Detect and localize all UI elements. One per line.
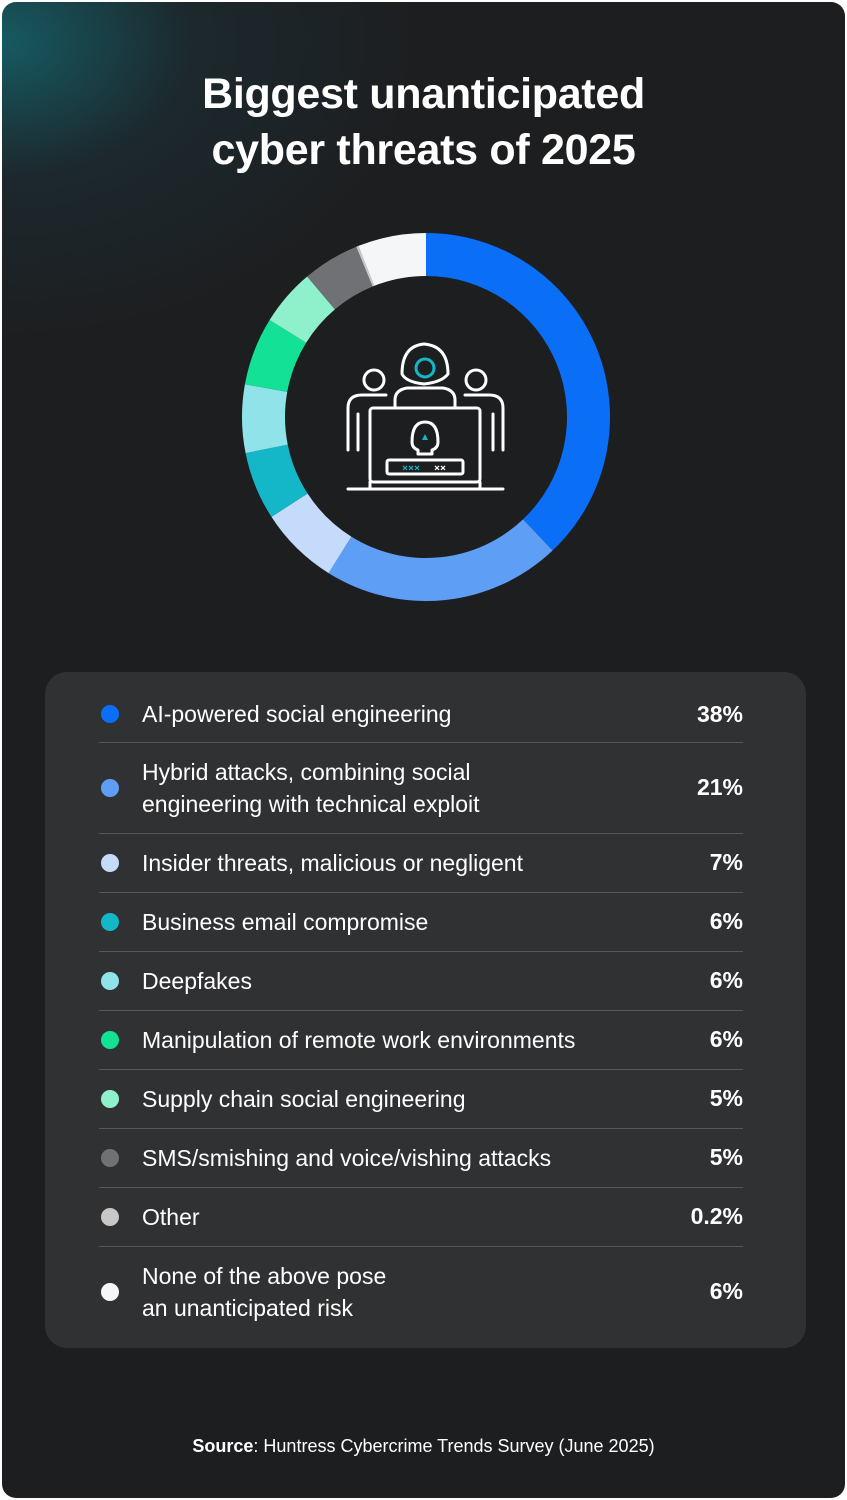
legend-value: 6% (709, 967, 743, 993)
legend-dot (101, 778, 119, 797)
skull-eye-icon (422, 434, 428, 440)
legend-label: Insider threats, malicious or negligent (142, 849, 523, 876)
legend-label: Supply chain social engineering (142, 1085, 466, 1112)
legend-row: Supply chain social engineering 5% (99, 1069, 743, 1129)
legend-row: Deepfakes 6% (99, 951, 743, 1011)
legend-row: AI-powered social engineering 38% (99, 686, 743, 743)
donut-slice (426, 233, 611, 551)
legend-dot (101, 1282, 119, 1301)
legend-value: 0.2% (690, 1203, 743, 1229)
legend-label: None of the above pose an unanticipated … (142, 1262, 387, 1321)
donut-slice (245, 444, 308, 517)
legend-label: Hybrid attacks, combining social enginee… (142, 758, 480, 817)
source-note: Source: Huntress Cybercrime Trends Surve… (2, 1436, 845, 1457)
legend-label: Other (142, 1203, 200, 1230)
donut-chart: ××× ×× (242, 233, 611, 601)
donut-slice (269, 276, 335, 343)
legend-value: 7% (709, 849, 743, 875)
hacker-at-computer-icon (346, 342, 505, 491)
chart-title-line-2: cyber threats of 2025 (211, 126, 636, 174)
chart-title-line-1: Biggest unanticipated (202, 70, 645, 118)
legend-label: SMS/smishing and voice/vishing attacks (142, 1144, 552, 1171)
legend-label: Business email compromise (142, 908, 429, 935)
donut-slice (328, 519, 553, 601)
legend-row: Insider threats, malicious or negligent 7… (99, 833, 743, 893)
donut-slice (356, 245, 375, 287)
legend-row: None of the above pose an unanticipated … (99, 1246, 743, 1337)
password-asterisks-icon: ××× ×× (402, 463, 446, 474)
legend-value: 21% (696, 774, 743, 800)
donut-slice (242, 384, 288, 454)
legend-dot (101, 1148, 119, 1167)
legend-dot (101, 1030, 119, 1049)
donut-slices (242, 233, 611, 601)
donut-slice (271, 493, 352, 574)
legend-row: Business email compromise 6% (99, 892, 743, 952)
legend-row: Hybrid attacks, combining social enginee… (99, 742, 743, 834)
source-label: Source (192, 1436, 254, 1456)
legend-dot (101, 912, 119, 931)
legend-value: 6% (709, 908, 743, 934)
legend-dot (101, 1089, 119, 1108)
svg-text:×××: ××× (402, 463, 420, 474)
legend-value: 6% (709, 1278, 743, 1304)
legend-value: 5% (709, 1085, 743, 1111)
donut-slice (307, 246, 373, 310)
legend-label: Manipulation of remote work environments (142, 1026, 576, 1053)
donut-slice (358, 233, 426, 286)
svg-text:××: ×× (434, 463, 446, 474)
legend-dot (101, 971, 119, 990)
legend-row: SMS/smishing and voice/vishing attacks 5% (99, 1128, 743, 1188)
legend-value: 5% (709, 1144, 743, 1170)
legend-row: Other 0.2% (99, 1187, 743, 1247)
donut-slice (244, 320, 307, 392)
legend-dot (101, 705, 119, 723)
legend-value: 38% (696, 700, 743, 727)
source-text: : Huntress Cybercrime Trends Survey (Jun… (253, 1436, 655, 1456)
legend-dot (101, 1207, 119, 1226)
legend-label: AI-powered social engineering (142, 701, 452, 727)
legend-panel: AI-powered social engineering 38% Hybrid a… (45, 672, 806, 1348)
legend-label: Deepfakes (142, 967, 252, 994)
legend-value: 6% (709, 1026, 743, 1052)
legend-row: Manipulation of remote work environments… (99, 1010, 743, 1070)
legend-dot (101, 853, 119, 872)
